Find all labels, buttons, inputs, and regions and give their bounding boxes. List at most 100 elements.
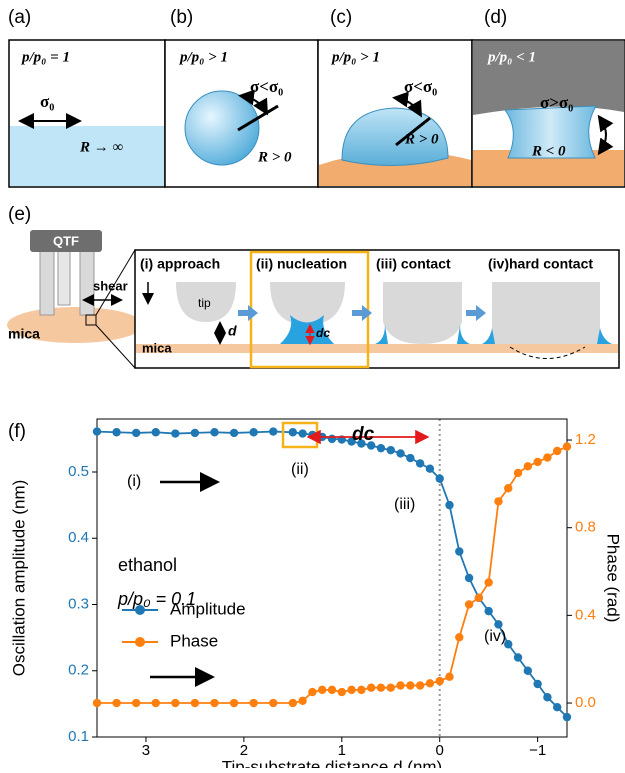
data-point (465, 600, 473, 608)
qtf-label: QTF (53, 233, 79, 248)
stage-label: (iii) contact (376, 256, 451, 272)
data-point (191, 699, 199, 707)
data-point (455, 633, 463, 641)
mica-label: mica (142, 340, 172, 355)
data-point (396, 681, 404, 689)
data-point (543, 693, 551, 701)
prong (40, 250, 54, 315)
data-point (563, 442, 571, 450)
data-point (416, 459, 424, 467)
radius: R < 0 (531, 143, 566, 159)
tension: σ>σ₀ (540, 93, 573, 112)
mica-label: mica (8, 326, 40, 342)
data-point (289, 699, 297, 707)
data-point (210, 428, 218, 436)
data-point (249, 699, 257, 707)
data-point (533, 680, 541, 688)
droplet (185, 91, 259, 165)
data-point (396, 449, 404, 457)
condition: p/p₀ = 1 (20, 49, 70, 65)
data-point (93, 699, 101, 707)
tip-label: tip (198, 296, 211, 310)
data-point (445, 501, 453, 509)
radius: R > 0 (404, 131, 439, 147)
panel-label: (b) (170, 7, 193, 28)
data-point (171, 429, 179, 437)
data-point (377, 683, 385, 691)
prong (58, 250, 70, 305)
condition: p/p₀ < 1 (486, 49, 536, 65)
data-point (445, 673, 453, 681)
y2-axis-label: Phase (rad) (604, 534, 623, 623)
data-point (298, 697, 306, 705)
series-line (97, 447, 567, 703)
legend-label: Phase (170, 631, 218, 650)
panel-label: (e) (8, 204, 31, 225)
x-tick-label: 1 (338, 742, 346, 759)
y-tick-label: 0.5 (68, 463, 89, 480)
data-point (132, 429, 140, 437)
data-point (132, 699, 140, 707)
data-point (328, 686, 336, 694)
y2-tick-label: 0.8 (575, 519, 596, 536)
data-point (269, 427, 277, 435)
data-point (543, 453, 551, 461)
data-point (289, 428, 297, 436)
data-point (553, 703, 561, 711)
x-tick-label: 3 (142, 742, 150, 759)
data-point (406, 454, 414, 462)
y2-tick-label: 0.0 (575, 694, 596, 711)
stage-label: (i) approach (140, 256, 220, 272)
mica-strip (136, 344, 618, 353)
y-tick-label: 0.4 (68, 529, 89, 546)
data-point (298, 429, 306, 437)
data-point (436, 474, 444, 482)
data-point (347, 686, 355, 694)
tension: σ<σ₀ (404, 77, 437, 96)
x-tick-label: −1 (529, 742, 546, 759)
panel-label: (d) (484, 7, 507, 28)
data-point (514, 653, 522, 661)
x-tick-label: 2 (240, 742, 248, 759)
data-point (387, 683, 395, 691)
panel-label: (a) (8, 7, 31, 28)
data-point (563, 713, 571, 721)
data-point (533, 458, 541, 466)
data-point (377, 444, 385, 452)
tension: σ<σ₀ (250, 77, 283, 96)
y-tick-label: 0.2 (68, 662, 89, 679)
radius: R → ∞ (79, 139, 123, 155)
data-point (455, 547, 463, 555)
liquid (10, 126, 164, 186)
annotation: ethanol (118, 555, 177, 575)
data-point (367, 683, 375, 691)
data-point (524, 667, 532, 675)
y-axis-label: Oscillation amplitude (nm) (9, 480, 28, 677)
tension: σ₀ (40, 92, 54, 111)
y-tick-label: 0.3 (68, 595, 89, 612)
panel-e: (e) QTF shear mica mica tip d dc (7, 204, 619, 368)
panel-d: (d) p/p₀ < 1 σ>σ₀ R < 0 (472, 7, 625, 187)
data-point (406, 681, 414, 689)
data-point (524, 462, 532, 470)
data-point (484, 607, 492, 615)
annotation: (i) (127, 473, 141, 490)
data-point (426, 464, 434, 472)
data-point (436, 677, 444, 685)
panel-a: (a) p/p₀ = 1 σ₀ R → ∞ (8, 7, 165, 187)
panel-label: (f) (8, 421, 26, 442)
chart: 3210−10.10.20.30.40.50.00.40.81.2Tip-sub… (9, 419, 622, 768)
data-point (484, 578, 492, 586)
data-point (357, 686, 365, 694)
data-point (112, 428, 120, 436)
data-point (269, 699, 277, 707)
critical-gap-label: dc (316, 326, 330, 340)
data-point (318, 686, 326, 694)
legend-marker (135, 637, 145, 647)
data-point (475, 594, 483, 602)
data-point (504, 484, 512, 492)
annotation: dc (352, 424, 375, 445)
data-point (426, 679, 434, 687)
data-point (210, 699, 218, 707)
panel-c: (c) p/p₀ > 1 σ<σ₀ R > 0 (318, 7, 472, 187)
